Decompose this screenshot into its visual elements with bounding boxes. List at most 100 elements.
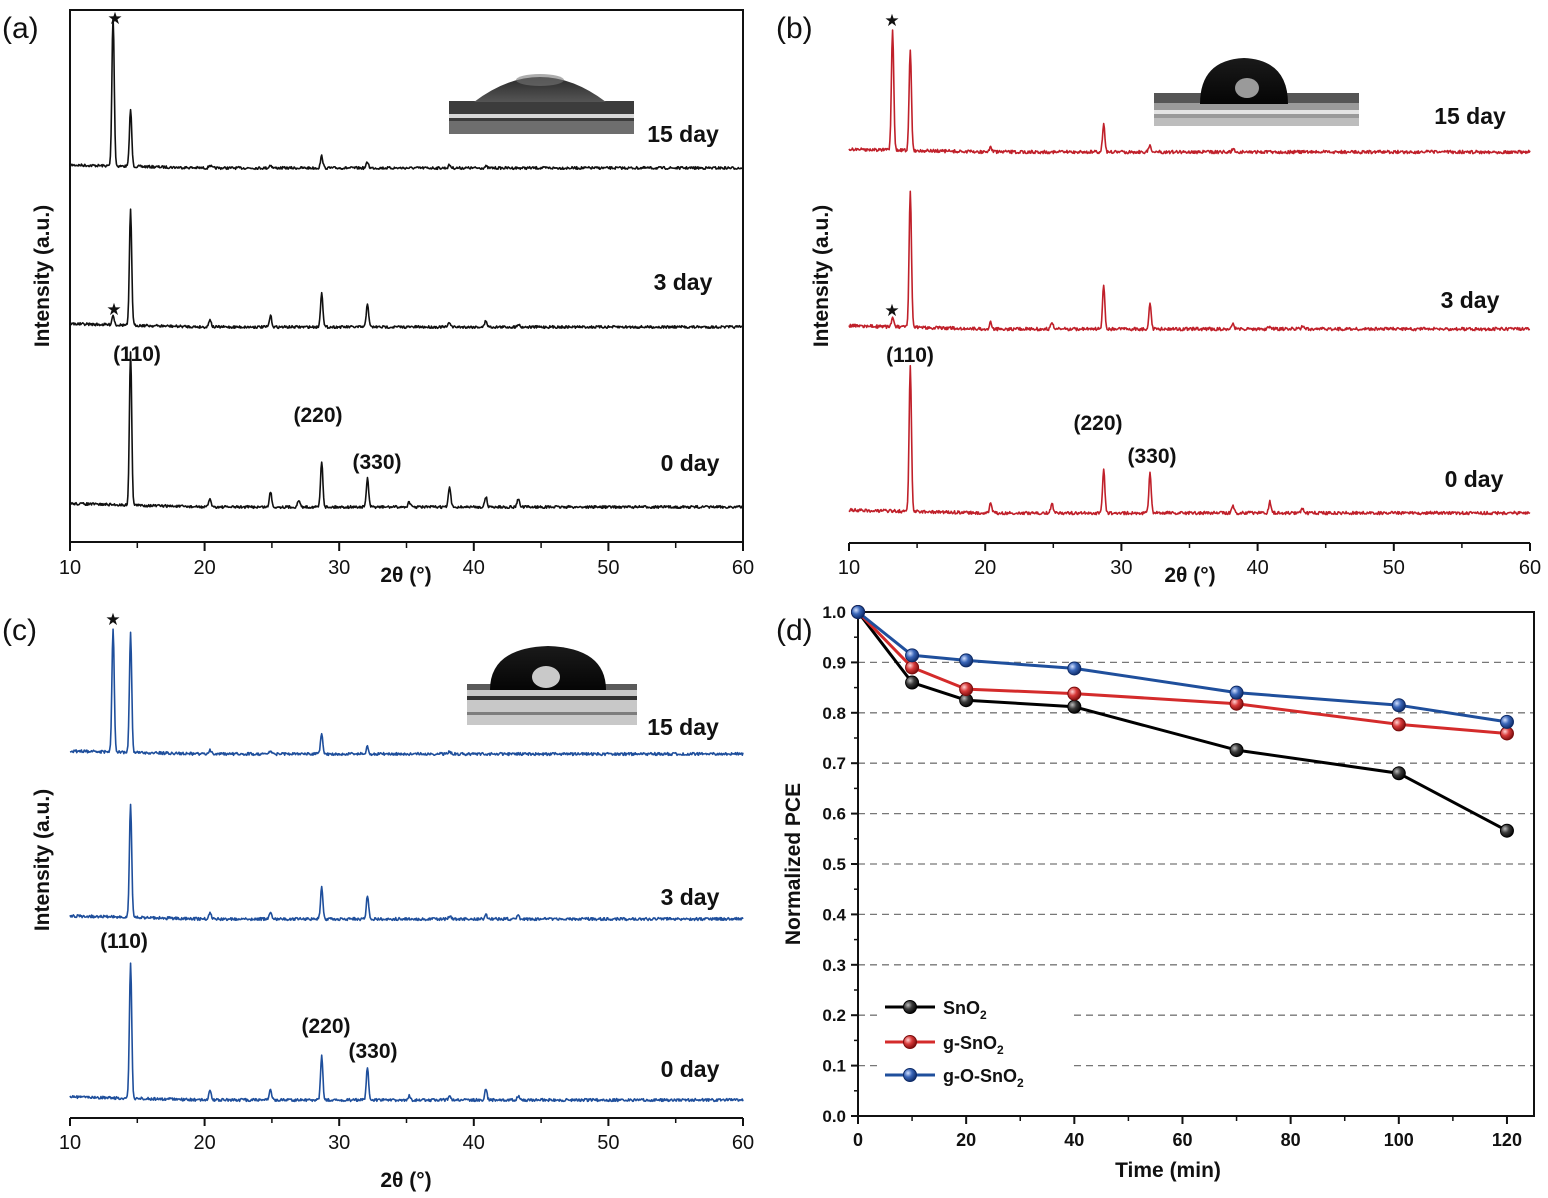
data-point-g-SnO2	[905, 660, 920, 675]
panel-a-star-3-day: ★	[106, 300, 121, 320]
y-tick-label: 0.6	[822, 805, 846, 824]
data-point-g-O-SnO2	[851, 605, 865, 619]
y-tick-label: 0.1	[822, 1057, 846, 1076]
x-tick-label: 120	[1492, 1130, 1522, 1150]
y-tick-label: 0.0	[822, 1107, 846, 1126]
panel-c-label-3-day: 3 day	[661, 884, 720, 910]
panel-b-label-3-day: 3 day	[1441, 287, 1500, 313]
data-point-SnO2	[905, 675, 920, 690]
panel-c-peak-330-label: (330)	[348, 1040, 397, 1063]
panel-c-label-0-day: 0 day	[661, 1056, 720, 1082]
x-tick-label: 0	[853, 1130, 863, 1150]
x-tick-label: 20	[193, 1132, 215, 1154]
legend-label-g-o-sno2: g-O-SnO2	[943, 1066, 1024, 1090]
x-tick-label: 20	[974, 557, 996, 579]
panel-a-label-15-day: 15 day	[647, 121, 719, 147]
x-tick-label: 50	[1383, 557, 1405, 579]
panel-b-label-15-day: 15 day	[1434, 103, 1506, 129]
panel-b-peak-330-label: (330)	[1127, 445, 1176, 468]
panel-a-peak-220-label: (220)	[293, 404, 342, 427]
x-tick-label: 40	[463, 1132, 485, 1154]
x-tick-label: 60	[1172, 1130, 1192, 1150]
panel-d-legend: SnO2 g-SnO2 g-O-SnO2	[878, 992, 1074, 1094]
data-point-g-O-SnO2	[905, 648, 920, 663]
x-tick-label: 30	[1110, 557, 1132, 579]
x-tick-label: 10	[59, 1132, 81, 1154]
panel-b-label-0-day: 0 day	[1445, 466, 1504, 492]
panel-b-x-ticks: 10 20 30 40 50 60	[838, 543, 1541, 579]
panel-b-star-15-day: ★	[884, 11, 899, 31]
panel-a-x-ticks: 10 20 30 40 50 60	[59, 543, 754, 579]
x-tick-label: 50	[597, 557, 619, 579]
panel-b-star-3-day: ★	[884, 301, 899, 321]
xrd-trace-15-day	[69, 16, 744, 171]
legend-marker-g-o-sno2	[903, 1068, 917, 1082]
legend-label-sno2: SnO2	[943, 998, 987, 1022]
panel-b-contact-angle-photo	[1154, 58, 1359, 126]
y-tick-label: 0.7	[822, 754, 846, 773]
legend-label-g-sno2: g-SnO2	[943, 1033, 1004, 1057]
y-tick-label: 0.9	[822, 653, 846, 672]
legend-marker-sno2	[903, 1000, 917, 1014]
x-tick-label: 100	[1384, 1130, 1414, 1150]
y-tick-label: 1.0	[822, 603, 846, 622]
xrd-trace-15-day	[69, 628, 744, 757]
panel-b-traces	[848, 29, 1531, 516]
panel-a-label-3-day: 3 day	[654, 269, 713, 295]
legend-marker-g-sno2	[903, 1035, 917, 1049]
x-tick-label: 20	[956, 1130, 976, 1150]
series-line-g-SnO2	[856, 610, 1508, 735]
panel-a-peak-330-label: (330)	[352, 451, 401, 474]
x-tick-label: 60	[732, 557, 754, 579]
data-point-g-SnO2	[1391, 717, 1406, 732]
series-line-g-O-SnO2	[857, 610, 1508, 724]
panel-c-peak-110-label: (110)	[100, 930, 148, 953]
panel-c-y-axis-title: Intensity (a.u.)	[31, 789, 54, 931]
y-tick-label: 0.5	[822, 855, 846, 874]
xrd-trace-3-day	[848, 190, 1531, 332]
x-tick-label: 30	[328, 557, 350, 579]
panel-c-star-15-day: ★	[105, 610, 120, 630]
x-tick-label: 60	[732, 1132, 754, 1154]
data-point-SnO2	[1391, 766, 1406, 781]
panel-d-series	[851, 605, 1514, 838]
panel-c-traces	[69, 628, 744, 1103]
x-tick-label: 60	[1519, 557, 1541, 579]
data-point-SnO2	[1067, 699, 1082, 714]
panel-c-xrd-chart: (c) 10 20 30 40 50 60 2θ (°) Intensity (a.u.)…	[2, 610, 754, 1192]
panel-c-contact-angle-photo	[467, 646, 637, 725]
panel-b-x-axis-title: 2θ (°)	[1164, 564, 1215, 587]
panel-b-y-axis-title: Intensity (a.u.)	[810, 205, 833, 347]
panel-c-label-15-day: 15 day	[647, 714, 719, 740]
xrd-trace-0-day	[69, 351, 744, 510]
panel-d-y-ticks: 0.0 0.1 0.2 0.3 0.4 0.5 0.6 0.7 0.8 0.9 1.0	[822, 603, 858, 1126]
data-point-g-SnO2	[1499, 726, 1514, 741]
x-tick-label: 40	[1246, 557, 1268, 579]
panel-b-xrd-chart: (b) 10 20 30 40 50 60 2θ (°) Intensity (a.u.)…	[776, 11, 1541, 587]
panel-a-contact-angle-photo	[449, 74, 634, 134]
x-tick-label: 80	[1281, 1130, 1301, 1150]
series-line-SnO2	[856, 611, 1508, 833]
panel-d-pce-chart: (d) 0.0 0.1 0.2 0.3 0.4 0.5 0.6 0.7 0.8 0.9 1.0 0 2…	[776, 603, 1535, 1182]
panel-c-peak-220-label: (220)	[301, 1015, 350, 1038]
panel-b-peak-110-label: (110)	[886, 344, 934, 367]
x-tick-label: 20	[193, 557, 215, 579]
panel-a-peak-110-label: (110)	[113, 343, 161, 366]
panel-a-star-15-day: ★	[107, 9, 122, 29]
panel-d-y-axis-title: Normalized PCE	[782, 783, 805, 945]
xrd-trace-3-day	[69, 803, 744, 922]
data-point-g-O-SnO2	[1067, 661, 1082, 676]
xrd-trace-3-day	[69, 208, 744, 330]
y-tick-label: 0.3	[822, 956, 846, 975]
xrd-trace-0-day	[848, 364, 1531, 516]
panel-a-plot-frame	[69, 9, 744, 543]
y-tick-label: 0.4	[822, 905, 846, 924]
data-point-g-O-SnO2	[1229, 685, 1244, 700]
panel-a-y-axis-title: Intensity (a.u.)	[31, 205, 54, 347]
x-tick-label: 40	[1064, 1130, 1084, 1150]
data-point-g-O-SnO2	[1391, 698, 1406, 713]
data-point-g-O-SnO2	[1499, 714, 1514, 729]
y-tick-label: 0.2	[822, 1006, 846, 1025]
panel-a-xrd-chart: (a) 10 20 30 40 50 60 2θ (°) Intensity (a.u.)…	[2, 9, 754, 587]
panel-d-x-axis-title: Time (min)	[1115, 1159, 1221, 1182]
